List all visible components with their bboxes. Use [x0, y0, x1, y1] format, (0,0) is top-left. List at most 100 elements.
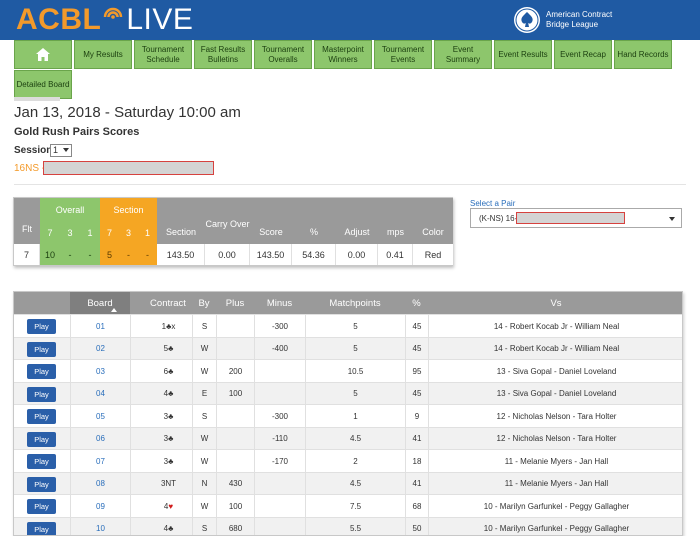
board-link[interactable]: 08: [96, 479, 105, 488]
cell-board[interactable]: 04: [70, 382, 130, 405]
play-button[interactable]: Play: [27, 454, 56, 469]
play-button[interactable]: Play: [27, 319, 56, 334]
nav-event-summary[interactable]: Event Summary: [434, 40, 492, 69]
cell-mp: 7.5: [305, 495, 405, 517]
col-overall-3: 3: [60, 221, 80, 244]
col-matchpoints[interactable]: Matchpoints: [329, 297, 381, 309]
board-link[interactable]: 09: [96, 501, 105, 511]
table-row: Play 05 3 ♣ S -300 1 9 12 - Nicholas Nelson - Ta…: [14, 404, 682, 427]
cell-contract: 6 ♣: [130, 360, 206, 382]
cell-mp: 2: [305, 450, 405, 472]
session-select[interactable]: 1: [50, 144, 72, 157]
col-flt: Flt: [14, 198, 40, 244]
board-link[interactable]: 02: [96, 344, 105, 353]
cell-pct: 68: [405, 495, 428, 517]
club-suit-icon: ♣: [168, 389, 174, 398]
col-minus[interactable]: Minus: [266, 297, 293, 309]
cell-board[interactable]: 08: [70, 472, 130, 495]
nav-shadow: [14, 97, 60, 101]
col-section-7: 7: [100, 221, 119, 244]
summary-overall-1: -: [80, 244, 100, 265]
col-mps: mps: [378, 198, 413, 244]
col-plus[interactable]: Plus: [225, 297, 245, 309]
cell-minus: [254, 382, 305, 405]
summary-section-7: 5: [100, 244, 119, 265]
acbl-brand[interactable]: American Contract Bridge League: [513, 6, 636, 34]
page-title: Jan 13, 2018 - Saturday 10:00 am: [14, 104, 241, 121]
col-by[interactable]: By: [198, 297, 210, 309]
nav-my-results[interactable]: My Results: [74, 40, 132, 69]
play-button[interactable]: Play: [27, 476, 56, 492]
board-link[interactable]: 10: [96, 524, 105, 533]
board-link[interactable]: 03: [96, 366, 105, 376]
col-board-pct[interactable]: %: [412, 297, 421, 309]
summary-overall-3: -: [60, 244, 80, 265]
cell-board[interactable]: 05: [70, 405, 130, 427]
cell-vs: 13 - Siva Gopal - Daniel Loveland: [428, 382, 682, 405]
cell-pct: 45: [405, 337, 428, 360]
contract-level: 5: [163, 344, 169, 353]
cell-plus: 100: [216, 382, 254, 405]
cell-board[interactable]: 06: [70, 427, 130, 450]
nav-hand-records[interactable]: Hand Records: [614, 40, 672, 69]
board-link[interactable]: 07: [96, 456, 105, 466]
cell-vs: 10 - Marilyn Garfunkel - Peggy Gallagher: [428, 495, 682, 517]
play-button[interactable]: Play: [27, 409, 56, 424]
nav-tournament-schedule[interactable]: Tournament Schedule: [134, 40, 192, 69]
col-contract[interactable]: Contract: [150, 297, 186, 309]
play-button[interactable]: Play: [27, 341, 56, 357]
cell-board[interactable]: 02: [70, 337, 130, 360]
col-overall: Overall: [40, 198, 100, 221]
col-overall-7: 7: [40, 221, 60, 244]
select-pair-label: Select a Pair: [470, 199, 516, 208]
cell-minus: [254, 495, 305, 517]
nav-detailed-board[interactable]: Detailed Board: [14, 70, 72, 99]
nav-tournament-events[interactable]: Tournament Events: [374, 40, 432, 69]
cell-by: N: [192, 472, 216, 495]
board-link[interactable]: 05: [96, 411, 105, 421]
cell-minus: -110: [254, 427, 305, 450]
cell-mp: 1: [305, 405, 405, 427]
redacted-pair-select: [516, 212, 625, 224]
divider: [14, 184, 686, 185]
col-board[interactable]: Board: [70, 292, 130, 314]
cell-pct: 45: [405, 382, 428, 405]
col-section-1: 1: [138, 221, 157, 244]
nav-masterpoint-winners[interactable]: Masterpoint Winners: [314, 40, 372, 69]
play-button[interactable]: Play: [27, 386, 56, 402]
boards-table: Board Contract By Plus Minus Matchpoints…: [13, 291, 683, 536]
cell-minus: [254, 517, 305, 535]
play-button[interactable]: Play: [27, 431, 56, 447]
nav-event-recap[interactable]: Event Recap: [554, 40, 612, 69]
cell-board[interactable]: 10: [70, 517, 130, 535]
cell-board[interactable]: 09: [70, 495, 130, 517]
nav-home-button[interactable]: [14, 40, 72, 69]
logo-live-text: LIVE: [126, 3, 194, 36]
summary-flt: 7: [14, 244, 40, 265]
col-section-group: Section: [100, 198, 157, 221]
board-link[interactable]: 04: [96, 389, 105, 398]
nav-fast-results-bulletins[interactable]: Fast Results Bulletins: [194, 40, 252, 69]
col-vs[interactable]: Vs: [550, 297, 562, 309]
play-button[interactable]: Play: [27, 499, 56, 514]
nav-event-results[interactable]: Event Results: [494, 40, 552, 69]
board-link[interactable]: 01: [96, 321, 105, 331]
cell-board[interactable]: 01: [70, 315, 130, 337]
cell-vs: 11 - Melanie Myers - Jan Hall: [428, 472, 682, 495]
play-button[interactable]: Play: [27, 364, 56, 379]
col-score: Score: [250, 198, 292, 244]
board-link[interactable]: 06: [96, 434, 105, 443]
acbl-live-logo[interactable]: ACBL LIVE: [16, 3, 193, 37]
club-suit-icon: ♣: [168, 524, 174, 533]
cell-mp: 4.5: [305, 427, 405, 450]
cell-board[interactable]: 03: [70, 360, 130, 382]
boards-header: Board Contract By Plus Minus Matchpoints…: [14, 292, 682, 314]
play-button[interactable]: Play: [27, 521, 56, 535]
sort-asc-icon: [111, 308, 117, 312]
contract-doubled: x: [171, 321, 176, 331]
table-row: Play 04 4 ♣ E 100 5 45 13 - Siva Gopal - Daniel …: [14, 381, 682, 405]
cell-board[interactable]: 07: [70, 450, 130, 472]
cell-pct: 9: [405, 405, 428, 427]
cell-plus: [216, 405, 254, 427]
nav-tournament-overalls[interactable]: Tournament Overalls: [254, 40, 312, 69]
